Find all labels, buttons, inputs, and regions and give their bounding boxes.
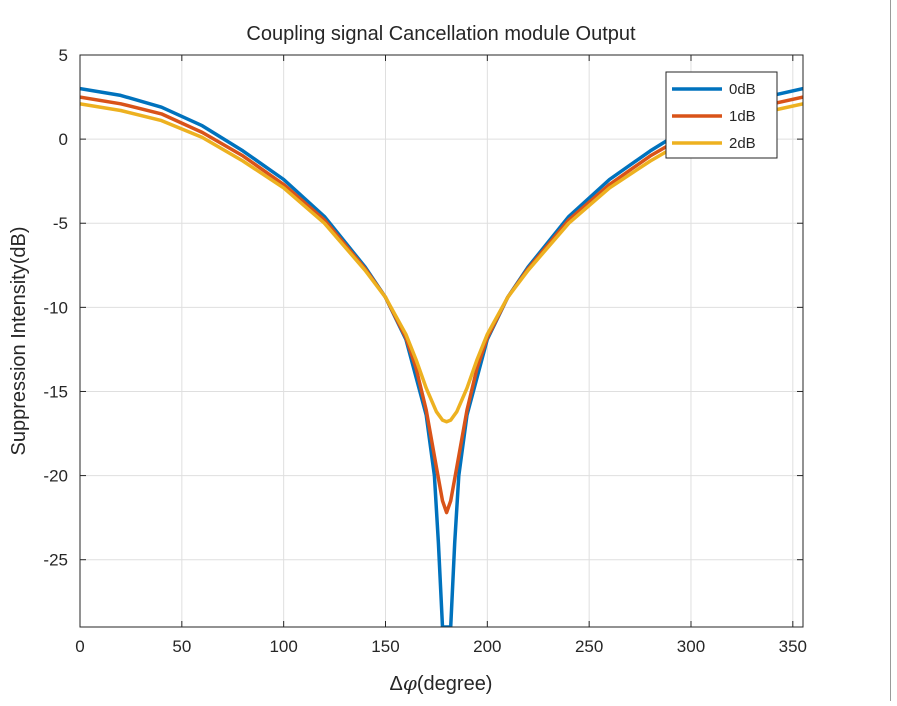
x-tick-label: 0 — [75, 637, 84, 656]
x-axis-label: Δφ(degree) — [390, 671, 493, 695]
x-axis-label-symbol: φ — [403, 671, 417, 695]
x-tick-label: 150 — [371, 637, 399, 656]
legend: 0dB 1dB 2dB — [665, 71, 778, 159]
legend-label: 1dB — [729, 108, 756, 125]
y-tick-label: -20 — [43, 467, 68, 486]
x-tick-label: 100 — [269, 637, 297, 656]
legend-label: 2dB — [729, 135, 756, 152]
series-lines — [80, 86, 803, 627]
series-line-1dB — [80, 95, 803, 515]
x-axis-label-prefix: Δ — [390, 673, 403, 695]
y-tick-label: -5 — [53, 214, 68, 233]
y-axis-label: Suppression Intensity(dB) — [8, 226, 30, 455]
plot-border — [79, 54, 804, 628]
x-tick-label: 50 — [172, 637, 191, 656]
x-tick-label: 300 — [677, 637, 705, 656]
x-tick-label: 350 — [779, 637, 807, 656]
legend-label: 0dB — [729, 81, 756, 98]
series-line-0dB — [80, 86, 803, 627]
y-tick-label: -25 — [43, 551, 68, 570]
y-tick-label: 5 — [59, 46, 68, 65]
y-tick-label: -15 — [43, 382, 68, 401]
y-tick-label: -10 — [43, 298, 68, 317]
x-tick-label: 250 — [575, 637, 603, 656]
y-tick-label: 0 — [59, 130, 68, 149]
x-axis-label-suffix: (degree) — [417, 673, 493, 695]
panel-divider — [890, 0, 891, 701]
x-tick-label: 200 — [473, 637, 501, 656]
series-line-2dB — [80, 102, 803, 424]
chart-title: Coupling signal Cancellation module Outp… — [246, 23, 636, 45]
